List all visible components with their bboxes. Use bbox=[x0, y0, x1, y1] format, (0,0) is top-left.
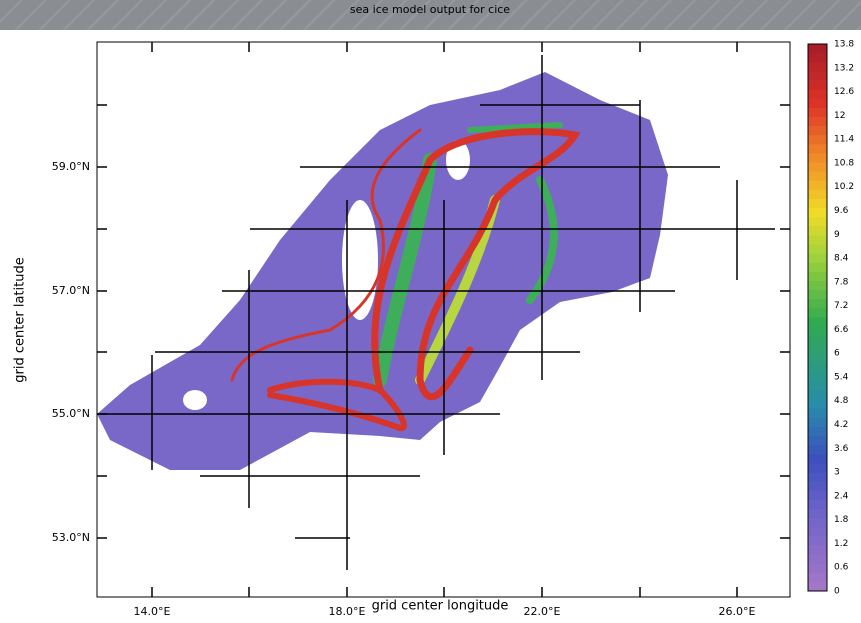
x-axis-label: grid center longitude bbox=[372, 599, 509, 614]
colorbar-segment bbox=[808, 427, 827, 437]
colorbar-segment bbox=[808, 208, 827, 218]
colorbar-segment bbox=[808, 126, 827, 136]
colorbar-segment bbox=[808, 263, 827, 273]
colorbar-label: 3 bbox=[834, 468, 840, 478]
y-tick-label: 57.0°N bbox=[52, 284, 90, 297]
colorbar-label: 6.6 bbox=[834, 325, 849, 335]
colorbar-label: 9.6 bbox=[834, 206, 849, 216]
colorbar-segment bbox=[808, 299, 827, 309]
map-title: sea ice model output for cice bbox=[350, 3, 510, 16]
colorbar-label: 7.2 bbox=[834, 301, 848, 311]
x-tick-label: 14.0°E bbox=[134, 605, 171, 618]
colorbar-segment bbox=[808, 117, 827, 127]
colorbar-segment bbox=[808, 153, 827, 163]
x-tick-label: 26.0°E bbox=[719, 605, 756, 618]
colorbar-segment bbox=[808, 472, 827, 482]
colorbar-segment bbox=[808, 163, 827, 173]
colorbar-segment bbox=[808, 90, 827, 100]
colorbar-segment bbox=[808, 254, 827, 264]
colorbar-label: 5.4 bbox=[834, 372, 849, 382]
colorbar-segment bbox=[808, 190, 827, 200]
colorbar-segment bbox=[808, 336, 827, 346]
colorbar-segment bbox=[808, 71, 827, 81]
colorbar-label: 1.8 bbox=[834, 515, 849, 525]
colorbar-segment bbox=[808, 62, 827, 72]
y-tick-label: 59.0°N bbox=[52, 160, 90, 173]
colorbar-label: 8.4 bbox=[834, 254, 849, 264]
colorbar-label: 7.8 bbox=[834, 277, 849, 287]
colorbar-label: 4.8 bbox=[834, 396, 849, 406]
island bbox=[183, 390, 207, 410]
colorbar-segment bbox=[808, 235, 827, 245]
colorbar-segment bbox=[808, 381, 827, 391]
colorbar-segment bbox=[808, 482, 827, 492]
colorbar-segment bbox=[808, 281, 827, 291]
colorbar-label: 3.6 bbox=[834, 444, 849, 454]
colorbar-segment bbox=[808, 363, 827, 373]
colorbar-segment bbox=[808, 463, 827, 473]
colorbar-segment bbox=[808, 181, 827, 191]
x-tick-label: 18.0°E bbox=[329, 605, 366, 618]
colorbar-segment bbox=[808, 318, 827, 328]
screen: sea ice model output for cice bbox=[0, 0, 861, 619]
colorbar-segment bbox=[808, 99, 827, 109]
colorbar-segment bbox=[808, 290, 827, 300]
colorbar-segment bbox=[808, 400, 827, 410]
colorbar-segment bbox=[808, 172, 827, 182]
colorbar-segment bbox=[808, 573, 827, 583]
colorbar-segment bbox=[808, 582, 827, 592]
colorbar-segment bbox=[808, 436, 827, 446]
colorbar-segment bbox=[808, 518, 827, 528]
x-tick-label: 22.0°E bbox=[524, 605, 561, 618]
colorbar-segment bbox=[808, 53, 827, 63]
colorbar-segment bbox=[808, 390, 827, 400]
colorbar-segment bbox=[808, 555, 827, 565]
colorbar-segment bbox=[808, 327, 827, 337]
colorbar-label: 13.8 bbox=[834, 40, 854, 50]
colorbar-label: 12.6 bbox=[834, 87, 854, 97]
colorbar-segment bbox=[808, 454, 827, 464]
colorbar-segment bbox=[808, 226, 827, 236]
colorbar-segment bbox=[808, 44, 827, 54]
y-axis-label: grid center latitude bbox=[13, 257, 28, 382]
colorbar-label: 11.4 bbox=[834, 135, 854, 145]
y-tick-label: 55.0°N bbox=[52, 407, 90, 420]
colorbar-label: 1.2 bbox=[834, 539, 848, 549]
colorbar-segment bbox=[808, 272, 827, 282]
colorbar-label: 10.8 bbox=[834, 158, 854, 168]
colorbar-segment bbox=[808, 500, 827, 510]
colorbar-segment bbox=[808, 536, 827, 546]
colorbar-segment bbox=[808, 199, 827, 209]
colorbar-segment bbox=[808, 308, 827, 318]
colorbar-label: 0.6 bbox=[834, 563, 849, 573]
colorbar-label: 12 bbox=[834, 111, 845, 121]
y-tick-label: 53.0°N bbox=[52, 531, 90, 544]
colorbar-segment bbox=[808, 409, 827, 419]
colorbar-segment bbox=[808, 564, 827, 574]
colorbar-label: 6 bbox=[834, 349, 840, 359]
colorbar-segment bbox=[808, 509, 827, 519]
colorbar-segment bbox=[808, 491, 827, 501]
colorbar-label: 0 bbox=[834, 587, 840, 597]
colorbar-segment bbox=[808, 545, 827, 555]
colorbar-segment bbox=[808, 418, 827, 428]
colorbar-segment bbox=[808, 354, 827, 364]
colorbar-segment bbox=[808, 527, 827, 537]
colorbar-label: 9 bbox=[834, 230, 840, 240]
colorbar-segment bbox=[808, 445, 827, 455]
colorbar-segment bbox=[808, 80, 827, 90]
colorbar-segment bbox=[808, 144, 827, 154]
colorbar-segment bbox=[808, 108, 827, 118]
colorbar-label: 4.2 bbox=[834, 420, 848, 430]
colorbar-label: 10.2 bbox=[834, 182, 854, 192]
colorbar-segment bbox=[808, 372, 827, 382]
colorbar-label: 13.2 bbox=[834, 63, 854, 73]
colorbar-label: 2.4 bbox=[834, 491, 849, 501]
colorbar-segment bbox=[808, 245, 827, 255]
figure: sea ice model output for cice bbox=[0, 0, 861, 619]
colorbar-segment bbox=[808, 217, 827, 227]
colorbar-segment bbox=[808, 135, 827, 145]
colorbar-segment bbox=[808, 345, 827, 355]
